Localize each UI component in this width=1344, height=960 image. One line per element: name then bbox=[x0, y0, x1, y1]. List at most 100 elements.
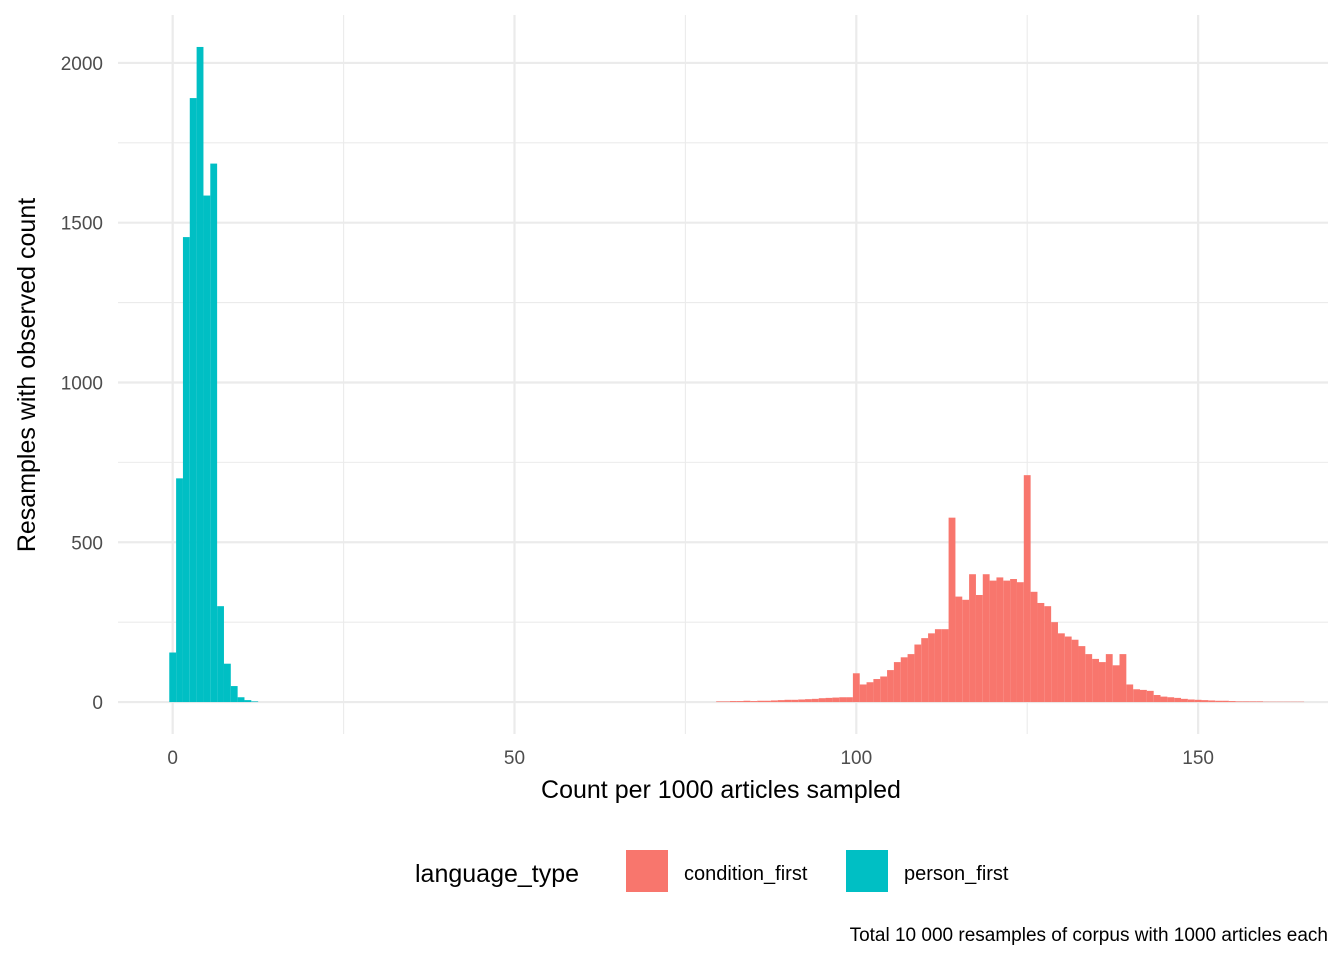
bar-condition-first bbox=[764, 700, 771, 703]
y-tick-label: 500 bbox=[71, 533, 103, 554]
bar-condition-first bbox=[962, 599, 970, 703]
bar-condition-first bbox=[982, 574, 990, 703]
bar-condition-first bbox=[1222, 700, 1229, 703]
bar-person-first bbox=[210, 163, 218, 703]
bar-condition-first bbox=[1133, 689, 1141, 703]
bar-condition-first bbox=[784, 699, 792, 703]
bar-person-first bbox=[223, 663, 231, 703]
bar-person-first bbox=[203, 195, 211, 703]
bar-condition-first bbox=[1085, 654, 1093, 703]
y-axis-title: Resamples with observed count bbox=[13, 198, 41, 552]
bar-condition-first bbox=[873, 679, 881, 703]
bar-condition-first bbox=[852, 673, 860, 703]
bar-condition-first bbox=[893, 662, 901, 703]
bar-condition-first bbox=[1071, 639, 1079, 703]
bar-condition-first bbox=[1010, 579, 1017, 703]
bar-condition-first bbox=[1023, 475, 1031, 703]
bar-condition-first bbox=[1119, 654, 1127, 703]
bar-condition-first bbox=[921, 638, 929, 703]
bar-condition-first bbox=[1003, 580, 1011, 703]
bar-condition-first bbox=[1174, 697, 1182, 703]
bar-condition-first bbox=[1016, 582, 1024, 703]
legend-swatch-condition-first bbox=[626, 850, 668, 892]
legend-title: language_type bbox=[415, 860, 579, 888]
bar-condition-first bbox=[928, 633, 935, 703]
y-tick-label: 0 bbox=[92, 693, 103, 714]
bar-condition-first bbox=[1160, 696, 1168, 703]
bar-condition-first bbox=[832, 697, 840, 703]
x-tick-label: 150 bbox=[1182, 748, 1214, 769]
bar-condition-first bbox=[777, 700, 785, 703]
bar-condition-first bbox=[887, 670, 894, 703]
bar-condition-first bbox=[907, 654, 915, 703]
bar-condition-first bbox=[1235, 701, 1243, 703]
bar-condition-first bbox=[1044, 606, 1052, 703]
bar-condition-first bbox=[723, 701, 730, 703]
x-axis-title: Count per 1000 articles sampled bbox=[541, 776, 901, 804]
bar-condition-first bbox=[736, 701, 744, 703]
bar-condition-first bbox=[1201, 700, 1209, 703]
bar-person-first bbox=[237, 697, 245, 703]
bar-condition-first bbox=[1030, 591, 1038, 703]
chart-caption: Total 10 000 resamples of corpus with 10… bbox=[850, 925, 1328, 946]
x-tick-label: 0 bbox=[167, 748, 178, 769]
bar-condition-first bbox=[770, 700, 778, 703]
bar-person-first bbox=[169, 652, 177, 703]
bar-condition-first bbox=[1112, 665, 1120, 703]
bar-condition-first bbox=[743, 700, 751, 703]
bar-condition-first bbox=[1037, 602, 1045, 703]
legend-label-condition-first: condition_first bbox=[684, 863, 808, 885]
bar-person-first bbox=[251, 701, 259, 703]
legend-swatch-person-first bbox=[846, 850, 888, 892]
x-tick-label: 100 bbox=[840, 748, 872, 769]
bar-condition-first bbox=[941, 629, 949, 703]
bar-condition-first bbox=[1140, 689, 1147, 703]
bar-condition-first bbox=[1146, 690, 1154, 703]
bar-condition-first bbox=[1167, 697, 1175, 703]
bar-person-first bbox=[189, 98, 197, 703]
bar-condition-first bbox=[1228, 701, 1236, 703]
bar-condition-first bbox=[989, 580, 997, 703]
bar-condition-first bbox=[811, 698, 819, 703]
bar-condition-first bbox=[975, 594, 983, 703]
y-tick-label: 1000 bbox=[61, 373, 103, 394]
legend: language_type condition_first person_fir… bbox=[415, 850, 1009, 892]
bar-condition-first bbox=[1208, 700, 1216, 703]
bar-condition-first bbox=[1064, 636, 1072, 703]
bar-condition-first bbox=[750, 701, 758, 703]
bar-condition-first bbox=[839, 697, 847, 703]
bar-condition-first bbox=[1215, 700, 1223, 703]
bar-condition-first bbox=[859, 684, 867, 703]
bar-person-first bbox=[217, 606, 224, 703]
bar-condition-first bbox=[1187, 699, 1195, 703]
bar-condition-first bbox=[818, 698, 826, 703]
bar-condition-first bbox=[866, 682, 874, 703]
bar-condition-first bbox=[1256, 701, 1264, 703]
bar-condition-first bbox=[1105, 654, 1113, 703]
bar-condition-first bbox=[1098, 662, 1106, 703]
bar-person-first bbox=[196, 46, 204, 703]
bar-condition-first bbox=[1194, 699, 1202, 703]
bar-condition-first bbox=[716, 701, 723, 703]
y-tick-label: 1500 bbox=[61, 214, 103, 235]
bar-condition-first bbox=[805, 699, 812, 703]
bar-condition-first bbox=[948, 517, 956, 703]
x-tick-label: 50 bbox=[504, 748, 525, 769]
bar-condition-first bbox=[955, 596, 963, 703]
bar-condition-first bbox=[1249, 701, 1257, 703]
grid-lines bbox=[118, 15, 1328, 734]
bar-condition-first bbox=[1057, 633, 1065, 703]
bar-condition-first bbox=[1092, 658, 1099, 703]
bar-person-first bbox=[182, 237, 190, 703]
histogram-bars bbox=[169, 46, 1305, 703]
bar-person-first bbox=[244, 700, 252, 703]
bar-condition-first bbox=[914, 644, 922, 703]
bar-condition-first bbox=[825, 697, 833, 703]
bar-condition-first bbox=[900, 657, 908, 703]
bar-condition-first bbox=[846, 697, 853, 703]
bar-condition-first bbox=[729, 701, 737, 703]
bar-condition-first bbox=[1181, 698, 1188, 703]
bar-condition-first bbox=[880, 676, 888, 703]
